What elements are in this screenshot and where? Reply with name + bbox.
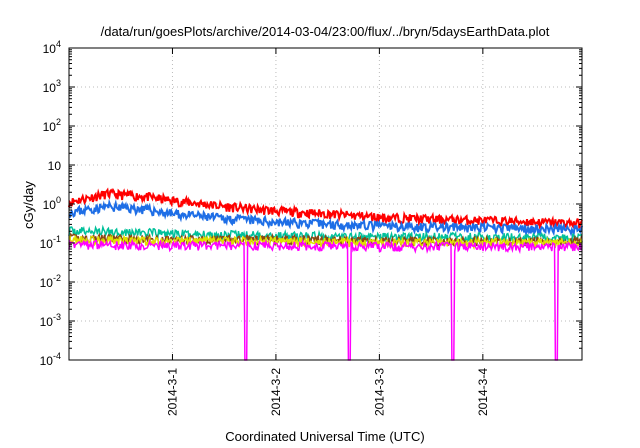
x-tick-label: 2014-3-3 — [372, 368, 386, 416]
y-tick-base: 10 — [43, 81, 57, 95]
y-tick-exponent: 3 — [56, 78, 61, 88]
y-tick-exponent: -2 — [53, 273, 61, 283]
y-tick-label: 10-2 — [40, 273, 61, 290]
series-layer — [68, 187, 583, 361]
tick-layer: 2014-3-1 2014-3-2 2014-3-3 2014-3-410410310… — [40, 39, 582, 416]
x-tick-label: 2014-3-2 — [269, 368, 283, 416]
x-tick-label: 2014-3-1 — [165, 368, 179, 416]
series-line-5 — [68, 234, 583, 251]
y-tick-exponent: -4 — [53, 351, 61, 361]
y-tick-base: 10 — [40, 276, 54, 290]
y-tick-exponent: 4 — [56, 39, 61, 49]
y-tick-exponent: 0 — [56, 195, 61, 205]
y-tick-exponent: -1 — [53, 234, 61, 244]
x-tick-label: 2014-3-4 — [476, 368, 490, 416]
y-tick-label: 103 — [43, 78, 61, 95]
y-tick-label: 10-1 — [40, 234, 61, 251]
y-tick-label: 102 — [43, 117, 61, 134]
y-tick-base: 10 — [43, 198, 57, 212]
y-tick-label: 100 — [43, 195, 61, 212]
y-tick-exponent: -3 — [53, 312, 61, 322]
y-tick-label: 104 — [43, 39, 61, 56]
y-tick-base: 10 — [43, 120, 57, 134]
y-tick-base: 10 — [40, 354, 54, 368]
y-tick-base: 10 — [43, 42, 57, 56]
series-line-6 — [68, 238, 583, 361]
series-line-2 — [68, 198, 583, 238]
y-tick-base: 10 — [40, 315, 54, 329]
chart-title: /data/run/goesPlots/archive/2014-03-04/2… — [101, 24, 550, 39]
y-axis-label: cGy/day — [21, 181, 36, 229]
y-tick-base: 10 — [48, 159, 62, 173]
y-tick-label: 10 — [48, 159, 62, 173]
x-axis-label: Coordinated Universal Time (UTC) — [225, 429, 424, 444]
y-tick-exponent: 2 — [56, 117, 61, 127]
y-tick-label: 10-3 — [40, 312, 61, 329]
series-line-1 — [68, 187, 583, 232]
y-tick-label: 10-4 — [40, 351, 61, 368]
grid-lines — [69, 48, 582, 360]
y-tick-base: 10 — [40, 237, 54, 251]
